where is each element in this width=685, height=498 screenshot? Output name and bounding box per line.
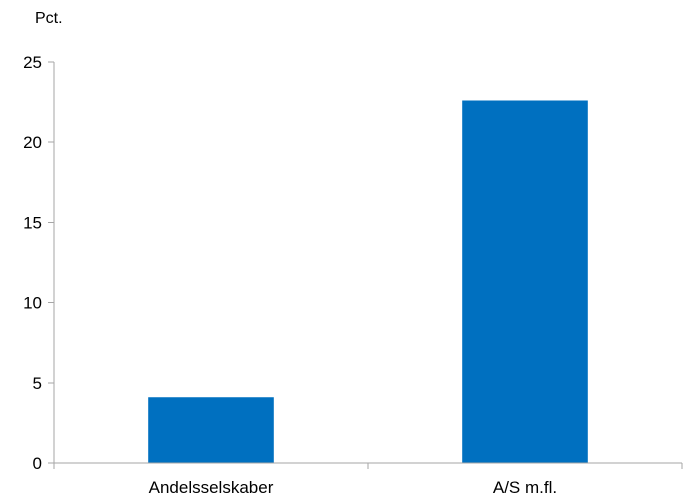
y-tick-label: 20: [23, 133, 42, 152]
y-axis-unit-label: Pct.: [35, 10, 63, 27]
bar: [462, 100, 588, 463]
y-tick-label: 5: [33, 374, 42, 393]
y-tick-label: 15: [23, 213, 42, 232]
x-tick-label: Andelsselskaber: [149, 478, 274, 497]
y-tick-label: 10: [23, 294, 42, 313]
x-axis: Andelsselskaber A/S m.fl.: [53, 462, 683, 497]
x-tick-label: A/S m.fl.: [493, 478, 557, 497]
y-tick-label: 25: [23, 53, 42, 72]
bar: [148, 397, 274, 463]
bars: [148, 100, 588, 463]
y-axis: 0 5 10 15 20 25: [23, 53, 55, 473]
y-tick-label: 0: [33, 454, 42, 473]
